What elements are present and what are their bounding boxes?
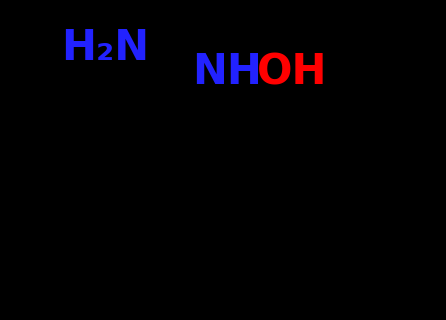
Text: H₂N: H₂N: [61, 28, 149, 69]
Text: OH: OH: [256, 52, 327, 93]
Text: NH: NH: [193, 52, 263, 93]
